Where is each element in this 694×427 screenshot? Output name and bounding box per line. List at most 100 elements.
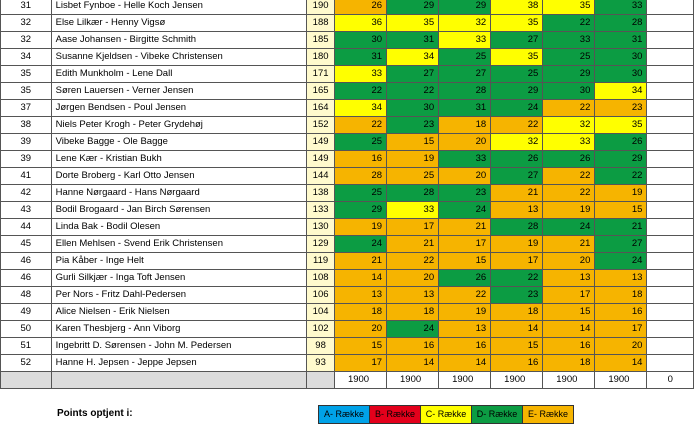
score-cell[interactable]: 26 xyxy=(490,150,544,168)
score-cell[interactable]: 31 xyxy=(438,99,492,117)
score-cell[interactable]: 19 xyxy=(333,218,388,236)
score-cell[interactable]: 38 xyxy=(490,0,544,15)
score-cell[interactable]: 27 xyxy=(386,65,440,83)
score-cell[interactable]: 34 xyxy=(386,48,440,66)
score-cell[interactable]: 21 xyxy=(542,235,596,253)
score-cell[interactable]: 16 xyxy=(438,337,492,355)
score-cell[interactable]: 35 xyxy=(490,48,544,66)
empty-cell[interactable] xyxy=(646,99,694,117)
pair-name-cell[interactable]: Søren Lauersen - Verner Jensen xyxy=(50,82,308,100)
footer-total-cell[interactable]: 1900 xyxy=(490,371,544,389)
score-cell[interactable]: 25 xyxy=(438,48,492,66)
pair-name-cell[interactable]: Niels Peter Krogh - Peter Grydehøj xyxy=(50,116,308,134)
pair-name-cell[interactable]: Edith Munkholm - Lene Dall xyxy=(50,65,308,83)
score-cell[interactable]: 18 xyxy=(386,303,440,321)
score-cell[interactable]: 32 xyxy=(438,14,492,32)
score-cell[interactable]: 16 xyxy=(386,337,440,355)
empty-cell[interactable] xyxy=(646,235,694,253)
score-cell[interactable]: 25 xyxy=(386,167,440,185)
score-cell[interactable]: 23 xyxy=(438,184,492,202)
score-cell[interactable]: 35 xyxy=(594,116,648,134)
pair-name-cell[interactable]: Alice Nielsen - Erik Nielsen xyxy=(50,303,308,321)
empty-cell[interactable] xyxy=(646,116,694,134)
score-cell[interactable]: 17 xyxy=(386,218,440,236)
score-cell[interactable]: 13 xyxy=(438,320,492,338)
score-cell[interactable]: 30 xyxy=(333,31,388,49)
pair-name-cell[interactable]: Dorte Broberg - Karl Otto Jensen xyxy=(50,167,308,185)
pair-name-cell[interactable]: Else Lilkær - Henny Vigsø xyxy=(50,14,308,32)
score-cell[interactable]: 28 xyxy=(386,184,440,202)
empty-cell[interactable] xyxy=(646,201,694,219)
total-points-cell[interactable]: 129 xyxy=(306,235,335,253)
rank-cell[interactable]: 38 xyxy=(0,116,52,134)
score-cell[interactable]: 21 xyxy=(490,184,544,202)
score-cell[interactable]: 18 xyxy=(542,354,596,372)
rank-cell[interactable]: 44 xyxy=(0,218,52,236)
rank-cell[interactable]: 45 xyxy=(0,235,52,253)
empty-cell[interactable] xyxy=(646,167,694,185)
score-cell[interactable]: 30 xyxy=(594,65,648,83)
pair-name-cell[interactable]: Susanne Kjeldsen - Vibeke Christensen xyxy=(50,48,308,66)
total-points-cell[interactable]: 108 xyxy=(306,269,335,287)
score-cell[interactable]: 14 xyxy=(490,320,544,338)
score-cell[interactable]: 32 xyxy=(490,133,544,151)
score-cell[interactable]: 22 xyxy=(542,167,596,185)
score-cell[interactable]: 15 xyxy=(386,133,440,151)
footer-total-cell[interactable]: 1900 xyxy=(542,371,596,389)
rank-cell[interactable]: 32 xyxy=(0,31,52,49)
score-cell[interactable]: 26 xyxy=(594,133,648,151)
score-cell[interactable]: 20 xyxy=(386,269,440,287)
score-cell[interactable]: 30 xyxy=(386,99,440,117)
score-cell[interactable]: 25 xyxy=(333,133,388,151)
score-cell[interactable]: 15 xyxy=(594,201,648,219)
empty-cell[interactable] xyxy=(646,48,694,66)
rank-cell[interactable]: 43 xyxy=(0,201,52,219)
pair-name-cell[interactable]: Linda Bak - Bodil Olesen xyxy=(50,218,308,236)
rank-cell[interactable]: 41 xyxy=(0,167,52,185)
score-cell[interactable]: 33 xyxy=(386,201,440,219)
pair-name-cell[interactable]: Jørgen Bendsen - Poul Jensen xyxy=(50,99,308,117)
rank-cell[interactable]: 49 xyxy=(0,303,52,321)
score-cell[interactable]: 17 xyxy=(594,320,648,338)
score-cell[interactable]: 27 xyxy=(438,65,492,83)
pair-name-cell[interactable]: Bodil Brogaard - Jan Birch Sørensen xyxy=(50,201,308,219)
footer-total-cell[interactable]: 1900 xyxy=(438,371,492,389)
score-cell[interactable]: 30 xyxy=(594,48,648,66)
score-cell[interactable]: 21 xyxy=(386,235,440,253)
score-cell[interactable]: 20 xyxy=(542,252,596,270)
score-cell[interactable]: 33 xyxy=(438,150,492,168)
score-cell[interactable]: 27 xyxy=(594,235,648,253)
score-cell[interactable]: 20 xyxy=(438,167,492,185)
rank-cell[interactable]: 35 xyxy=(0,82,52,100)
empty-cell[interactable] xyxy=(646,133,694,151)
score-cell[interactable]: 21 xyxy=(594,218,648,236)
score-cell[interactable]: 13 xyxy=(490,201,544,219)
empty-cell[interactable] xyxy=(646,286,694,304)
score-cell[interactable]: 27 xyxy=(490,167,544,185)
score-cell[interactable]: 16 xyxy=(490,354,544,372)
score-cell[interactable]: 19 xyxy=(490,235,544,253)
score-cell[interactable]: 31 xyxy=(333,48,388,66)
rank-cell[interactable]: 35 xyxy=(0,65,52,83)
empty-cell[interactable] xyxy=(646,150,694,168)
score-cell[interactable]: 33 xyxy=(594,0,648,15)
rank-cell[interactable]: 46 xyxy=(0,269,52,287)
score-cell[interactable]: 28 xyxy=(438,82,492,100)
total-points-cell[interactable]: 138 xyxy=(306,184,335,202)
score-cell[interactable]: 16 xyxy=(333,150,388,168)
score-cell[interactable]: 34 xyxy=(594,82,648,100)
score-cell[interactable]: 25 xyxy=(542,48,596,66)
total-points-cell[interactable]: 185 xyxy=(306,31,335,49)
score-cell[interactable]: 22 xyxy=(386,252,440,270)
score-cell[interactable]: 25 xyxy=(333,184,388,202)
pair-name-cell[interactable]: Lene Kær - Kristian Bukh xyxy=(50,150,308,168)
score-cell[interactable]: 14 xyxy=(542,320,596,338)
score-cell[interactable]: 17 xyxy=(542,286,596,304)
rank-cell[interactable]: 39 xyxy=(0,150,52,168)
score-cell[interactable]: 29 xyxy=(490,82,544,100)
rank-cell[interactable]: 52 xyxy=(0,354,52,372)
score-cell[interactable]: 22 xyxy=(333,82,388,100)
score-cell[interactable]: 15 xyxy=(438,252,492,270)
score-cell[interactable]: 27 xyxy=(490,31,544,49)
rank-cell[interactable]: 50 xyxy=(0,320,52,338)
